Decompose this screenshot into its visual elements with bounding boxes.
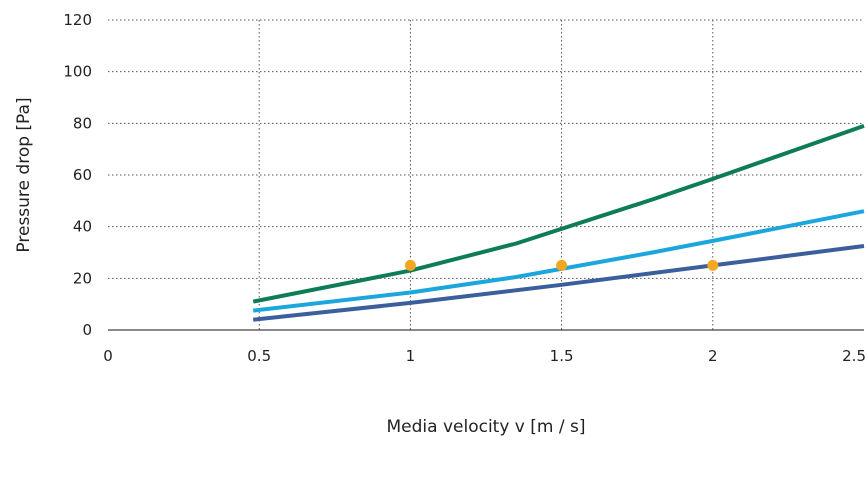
y-tick-label: 100	[63, 63, 92, 81]
y-tick-label: 20	[73, 269, 92, 287]
x-tick-labels: 0 0.5 1 1.5 2 2.5	[103, 347, 866, 365]
y-tick-labels: 0 20 40 60 80 100 120	[63, 11, 92, 339]
y-tick-label: 80	[73, 114, 92, 132]
y-tick-label: 120	[63, 11, 92, 29]
marker-point-1	[404, 259, 416, 271]
series	[252, 124, 865, 322]
markers	[404, 259, 719, 271]
x-tick-label: 1.5	[550, 347, 574, 365]
series-line-3	[252, 244, 865, 322]
y-axis-title: Pressure drop [Pa]	[14, 97, 34, 252]
series-line-2	[252, 209, 865, 313]
marker-point-2	[556, 259, 568, 271]
x-axis-title: Media velocity v [m / s]	[387, 417, 586, 437]
x-tick-label: 2.5	[842, 347, 866, 365]
x-tick-label: 0.5	[247, 347, 271, 365]
x-tick-label: 1	[406, 347, 416, 365]
series-line-1	[252, 124, 865, 304]
marker-point-3	[707, 259, 719, 271]
x-tick-label: 2	[708, 347, 718, 365]
grid	[108, 19, 864, 330]
y-tick-label: 0	[82, 321, 92, 339]
y-tick-label: 60	[73, 166, 92, 184]
y-tick-label: 40	[73, 218, 92, 236]
x-tick-label: 0	[103, 347, 113, 365]
